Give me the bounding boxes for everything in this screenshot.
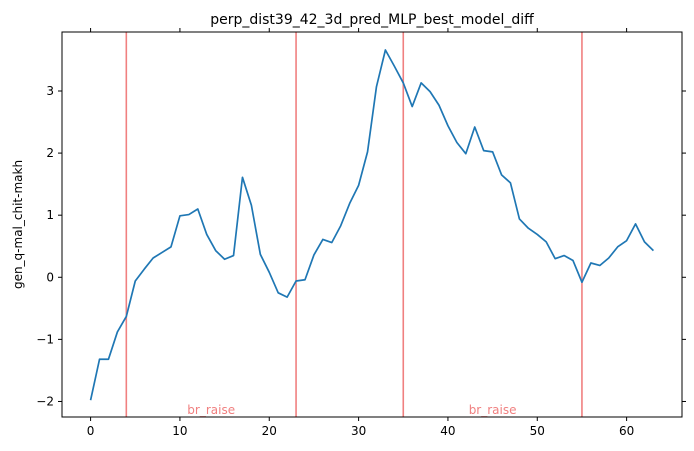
y-tick-label: −1 — [36, 332, 54, 346]
vertical-marker-lines — [125, 32, 583, 417]
y-tick-label: −2 — [36, 394, 54, 408]
y-axis-label: gen_q-mal_chit-makh — [11, 160, 25, 289]
series-line-0 — [89, 49, 655, 401]
axis-ticks: 0 10 20 30 40 50 60 −2 −1 0 1 2 3 — [36, 28, 686, 438]
y-tick-label: 1 — [46, 208, 54, 222]
y-tick-label: 2 — [46, 146, 54, 160]
y-tick-label: 0 — [46, 270, 54, 284]
y-tick-label: 3 — [46, 84, 54, 98]
x-tick-label: 50 — [530, 424, 545, 438]
x-tick-label: 40 — [440, 424, 455, 438]
plot-frame — [61, 31, 683, 418]
x-tick-label: 60 — [619, 424, 634, 438]
chart-title: perp_dist39_42_3d_pred_MLP_best_model_di… — [210, 12, 534, 28]
x-tick-label: 0 — [87, 424, 95, 438]
x-tick-label: 30 — [351, 424, 366, 438]
x-tick-label: 20 — [262, 424, 277, 438]
series-group — [89, 49, 655, 401]
annotation-label: br_raise — [469, 403, 517, 417]
annotations: br_raise br_raise — [187, 403, 516, 417]
x-tick-label: 10 — [172, 424, 187, 438]
annotation-label: br_raise — [187, 403, 235, 417]
